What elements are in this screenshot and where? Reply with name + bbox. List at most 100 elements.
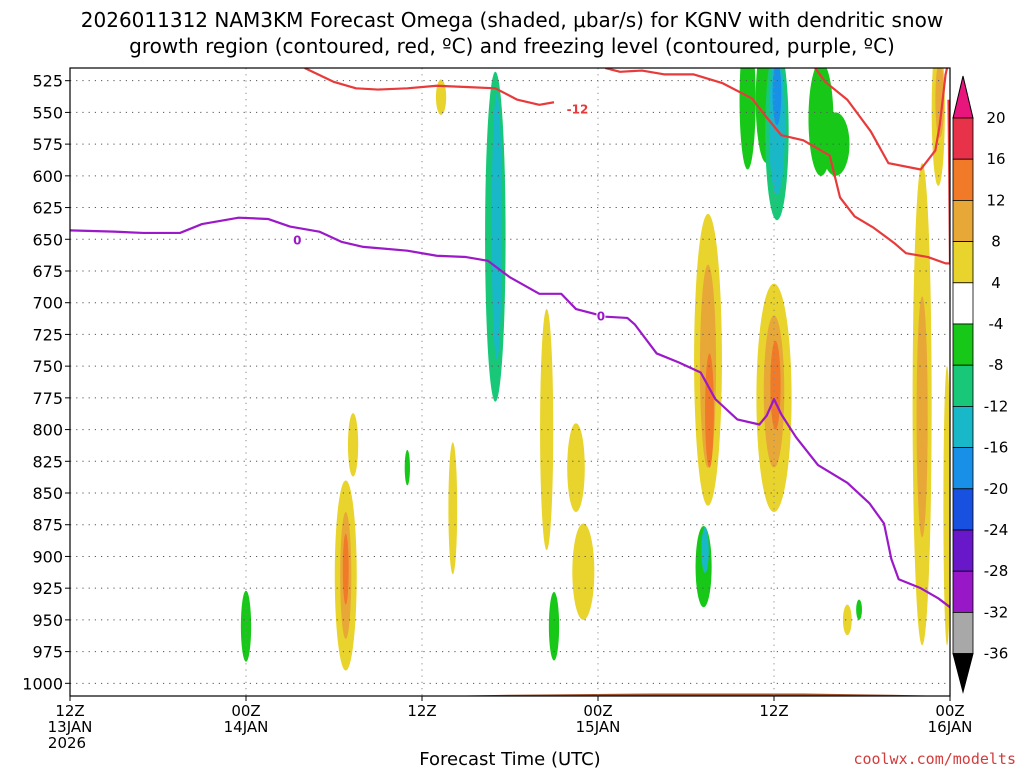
y-tick-label-900: 900	[32, 547, 63, 566]
x-tick-label-36-1: 00Z	[583, 702, 612, 720]
omega-shade-blob-18	[701, 527, 709, 573]
omega-shade-blob-12	[567, 423, 585, 513]
colorbar-label-10: -24	[984, 521, 1009, 539]
y-tick-label-750: 750	[32, 357, 63, 376]
x-tick-label-12-2: 14JAN	[224, 718, 269, 736]
contour-label-0-0: 0	[293, 233, 301, 247]
colorbar-label-13: -36	[984, 645, 1009, 663]
contour-label-bg	[563, 101, 591, 115]
y-tick-label-775: 775	[32, 389, 63, 408]
colorbar-bin-11	[952, 570, 974, 613]
x-tick-label-12-1: 00Z	[231, 702, 260, 720]
colorbar-label-12: -32	[984, 603, 1009, 621]
omega-shade-blob-34	[916, 296, 928, 538]
y-tick-label-825: 825	[32, 452, 63, 471]
omega-shade-blob-26	[772, 68, 782, 126]
colorbar-label-5: -4	[989, 315, 1004, 333]
y-tick-label-550: 550	[32, 103, 63, 122]
contour-layer: 0 0 -12	[70, 68, 950, 609]
omega-shade-blob-30	[856, 599, 862, 620]
x-tick-label-48-1: 12Z	[759, 702, 788, 720]
omega-shade-blob-21	[770, 340, 781, 430]
colorbar-label-0: 20	[986, 109, 1005, 127]
contour-label-0-1: 0	[597, 309, 605, 323]
omega-shade-blob-28	[821, 112, 850, 176]
colorbar-label-1: 16	[986, 150, 1005, 168]
chart-title-line2: growth region (contoured, red, ºC) and f…	[129, 34, 895, 58]
omega-shade-blob-32	[935, 68, 945, 138]
colorbar-bin-0	[952, 117, 974, 160]
colorbar-bottom-arrow	[952, 653, 974, 694]
contour-line-2	[605, 68, 950, 265]
colorbar-top-arrow	[952, 75, 974, 119]
colorbar-bin-5	[952, 323, 974, 366]
plot-background	[70, 68, 950, 696]
x-tick-label-0-2: 13JAN	[48, 718, 93, 736]
colorbar-bin-7	[952, 405, 974, 448]
colorbar-bin-6	[952, 364, 974, 407]
colorbar-bin-8	[952, 447, 974, 490]
colorbar-label-9: -20	[984, 480, 1009, 498]
x-tick-label-60-2: 16JAN	[928, 718, 973, 736]
omega-shade-blob-29	[842, 604, 852, 636]
x-tick-label-36-2: 15JAN	[576, 718, 621, 736]
colorbar-bin-3	[952, 241, 974, 284]
omega-shade-blob-13	[572, 523, 595, 620]
y-tick-label-575: 575	[32, 135, 63, 154]
contour-label-1-0: -12	[567, 103, 589, 117]
y-tick-label-725: 725	[32, 325, 63, 344]
omega-shade-blob-0	[435, 79, 447, 115]
x-tick-label-0-1: 12Z	[55, 702, 84, 720]
colorbar-bin-9	[952, 488, 974, 531]
omega-shade-blob-7	[342, 533, 349, 605]
colorbar-label-2: 12	[986, 191, 1005, 209]
colorbar-bin-4	[952, 282, 974, 325]
colorbar-bin-2	[952, 199, 974, 242]
y-tick-label-675: 675	[32, 262, 63, 281]
colorbar-bin-10	[952, 529, 974, 572]
colorbar-bin-1	[952, 158, 974, 201]
colorbar-label-3: 8	[991, 233, 1001, 251]
colorbar-label-8: -16	[984, 439, 1009, 457]
y-tick-label-850: 850	[32, 484, 63, 503]
plot-frame	[69, 67, 951, 697]
y-tick-label-1000: 1000	[22, 674, 63, 693]
contour-line-3	[814, 68, 949, 171]
x-tick-label-60-1: 00Z	[935, 702, 964, 720]
ground-layer	[436, 693, 950, 696]
credit-text: coolwx.com/modelts	[853, 750, 1016, 768]
colorbar-label-4: 4	[991, 274, 1001, 292]
y-tick-label-975: 975	[32, 643, 63, 662]
omega-shade-blob-35	[943, 366, 950, 646]
omega-shade-blob-10	[448, 442, 458, 575]
y-tick-label-875: 875	[32, 516, 63, 535]
colorbar: 20 16 12 8 4 -4 -8 -12 -16 -20 -24 -28 -32 -36	[952, 75, 1009, 694]
omega-shade-blob-9	[404, 449, 410, 486]
contour-line-1	[304, 68, 555, 106]
y-axis: 525 550 575 600 625 650 675 700 725 750 775 800 825 8…	[22, 72, 70, 693]
colorbar-label-7: -12	[984, 397, 1009, 415]
contour-label-bg	[292, 232, 302, 246]
y-tick-label-625: 625	[32, 199, 63, 218]
omega-shade-blob-16	[705, 353, 714, 468]
omega-shade-blob-3	[540, 309, 554, 551]
y-tick-label-600: 600	[32, 167, 63, 186]
y-tick-label-650: 650	[32, 230, 63, 249]
omega-shade-blob-11	[548, 591, 560, 661]
y-tick-label-700: 700	[32, 294, 63, 313]
chart-title-line1: 2026011312 NAM3KM Forecast Omega (shaded…	[81, 8, 943, 32]
y-tick-label-925: 925	[32, 579, 63, 598]
x-tick-label-24-1: 12Z	[407, 702, 436, 720]
ground-surface	[436, 693, 950, 696]
omega-shading-layer	[240, 68, 950, 671]
colorbar-label-6: -8	[989, 356, 1004, 374]
contour-line-0	[70, 216, 950, 609]
y-tick-label-950: 950	[32, 611, 63, 630]
omega-shade-blob-2	[491, 93, 502, 360]
x-tick-label-0-3: 2026	[48, 734, 86, 752]
colorbar-bin-12	[952, 612, 974, 655]
y-tick-label-525: 525	[32, 72, 63, 91]
contour-label-bg	[596, 308, 606, 322]
